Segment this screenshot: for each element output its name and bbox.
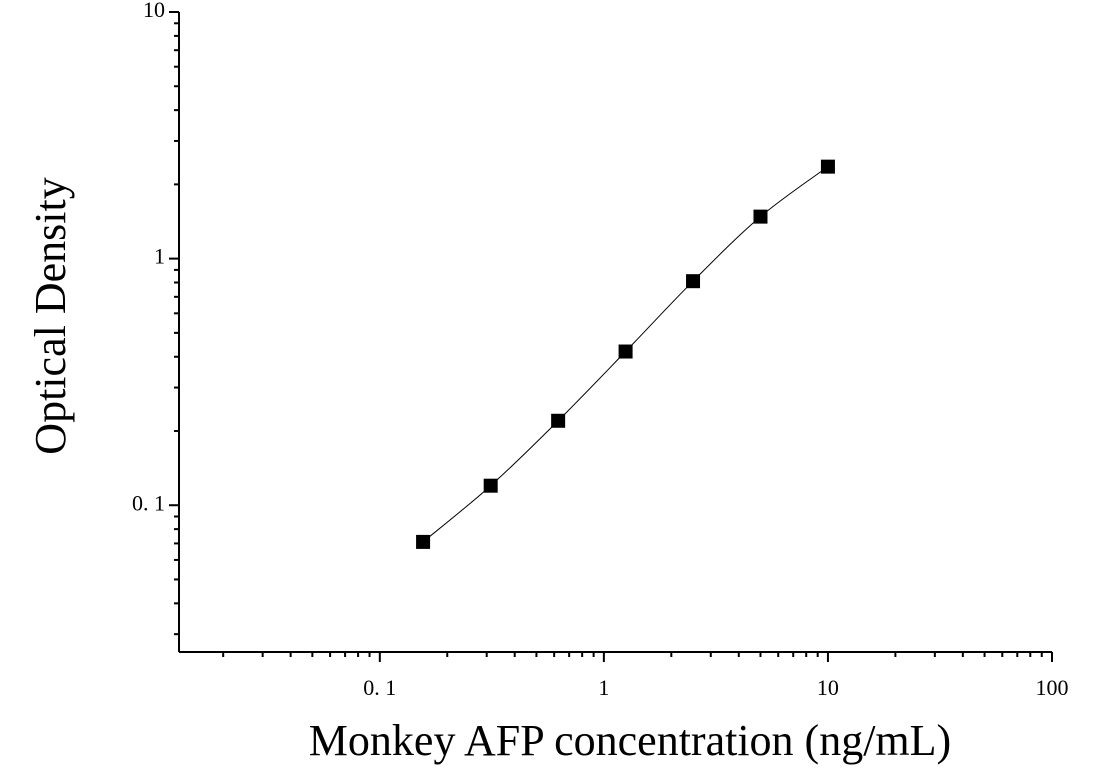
x-axis-title: Monkey AFP concentration (ng/mL) bbox=[309, 716, 951, 765]
x-tick-label: 10 bbox=[817, 675, 839, 700]
x-tick-label: 0. 1 bbox=[363, 675, 396, 700]
data-point bbox=[820, 159, 835, 174]
x-tick-label: 100 bbox=[1036, 675, 1069, 700]
data-point bbox=[753, 209, 768, 224]
y-tick-label: 10 bbox=[143, 0, 165, 22]
data-point bbox=[618, 344, 633, 359]
y-axis-title: Optical Density bbox=[26, 177, 75, 454]
data-point bbox=[483, 478, 498, 493]
data-point bbox=[686, 274, 701, 289]
y-tick-label: 1 bbox=[154, 244, 165, 269]
data-point bbox=[551, 413, 566, 428]
x-tick-label: 1 bbox=[598, 675, 609, 700]
y-tick-label: 0. 1 bbox=[132, 490, 165, 515]
data-point bbox=[416, 534, 431, 549]
